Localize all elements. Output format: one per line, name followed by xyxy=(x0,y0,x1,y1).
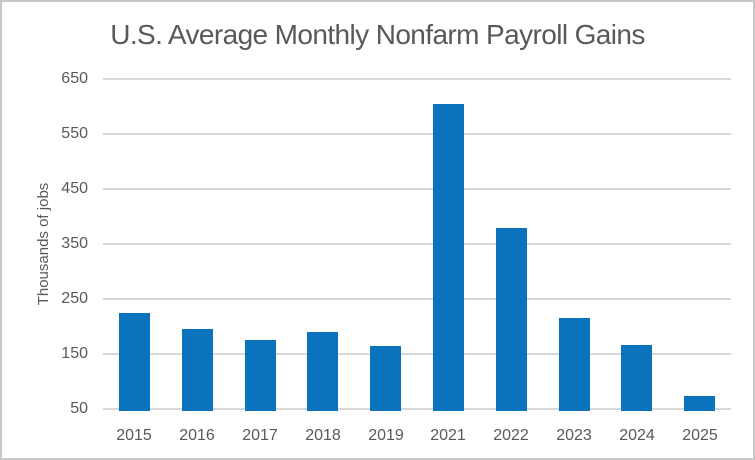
bar-2024 xyxy=(621,345,652,411)
y-axis-tick-label: 650 xyxy=(61,70,88,87)
bar-2021 xyxy=(433,103,464,412)
x-axis-tick-label: 2024 xyxy=(619,427,655,444)
x-axis-tick-label: 2025 xyxy=(682,427,718,444)
x-axis-tick-label: 2015 xyxy=(116,427,152,444)
x-axis-tick-label: 2017 xyxy=(242,427,278,444)
y-axis-tick-label: 150 xyxy=(61,345,88,362)
bar-2016 xyxy=(182,329,213,412)
y-axis-tick-label: 450 xyxy=(61,180,88,197)
bar-2025 xyxy=(684,395,715,411)
y-axis-tick-label: 550 xyxy=(61,125,88,142)
gridline xyxy=(103,133,731,135)
bar-2019 xyxy=(370,345,401,412)
x-axis-tick-label: 2018 xyxy=(305,427,341,444)
x-axis-tick-label: 2019 xyxy=(368,427,404,444)
bar-2018 xyxy=(307,332,338,411)
gridline xyxy=(103,188,731,190)
y-axis-tick-label: 250 xyxy=(61,290,88,307)
gridline xyxy=(103,78,731,80)
chart-title: U.S. Average Monthly Nonfarm Payroll Gai… xyxy=(110,19,645,50)
x-axis-tick-label: 2016 xyxy=(179,427,215,444)
bar-2017 xyxy=(245,339,276,411)
x-axis-tick-label: 2023 xyxy=(556,427,592,444)
y-axis-tick-label: 50 xyxy=(70,400,88,417)
x-axis-tick-label: 2022 xyxy=(493,427,529,444)
gridline xyxy=(103,353,731,355)
x-axis-tick-label: 2021 xyxy=(430,427,466,444)
y-axis-tick-label: 350 xyxy=(61,235,88,252)
bar-2022 xyxy=(496,227,527,411)
bar-2015 xyxy=(119,312,150,412)
gridline xyxy=(103,243,731,245)
gridline xyxy=(103,298,731,300)
bar-2023 xyxy=(559,318,590,412)
gridline xyxy=(103,408,731,410)
